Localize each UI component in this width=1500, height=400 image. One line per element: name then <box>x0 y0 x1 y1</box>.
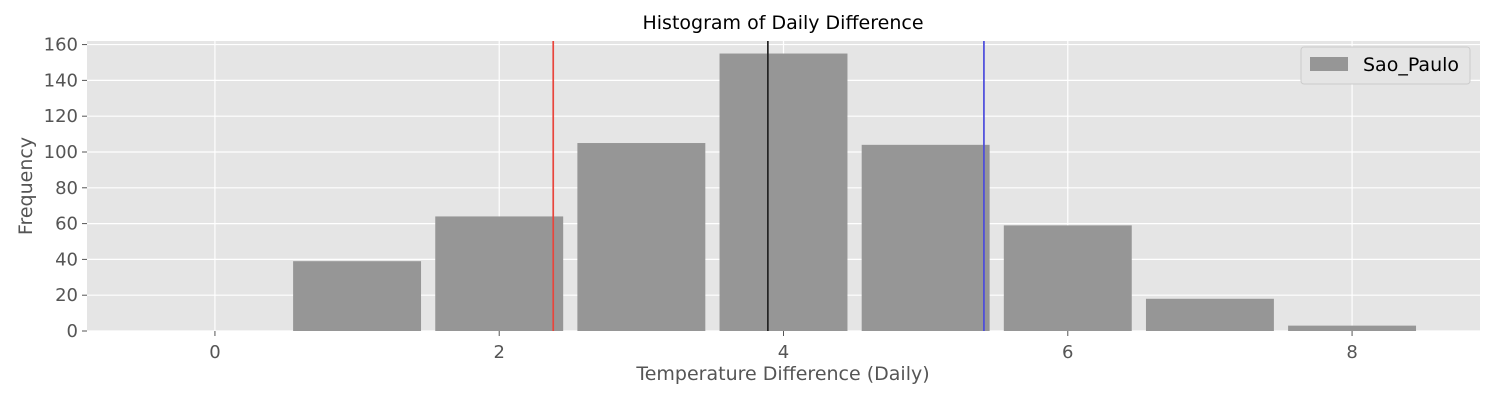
x-axis-label: Temperature Difference (Daily) <box>635 363 929 385</box>
x-tick-label: 2 <box>493 342 504 363</box>
histogram-bar <box>1145 298 1274 331</box>
legend-label: Sao_Paulo <box>1363 54 1459 76</box>
x-tick-label: 4 <box>778 342 789 363</box>
legend-swatch <box>1310 57 1348 71</box>
histogram-bar <box>719 53 848 332</box>
x-tick-label: 0 <box>209 342 220 363</box>
x-tick-label: 8 <box>1346 342 1357 363</box>
histogram-bar <box>861 144 990 331</box>
y-tick-label: 40 <box>55 249 78 270</box>
x-tick-label: 6 <box>1062 342 1073 363</box>
x-tick-layer: 0 2 4 6 8 <box>209 331 1358 363</box>
y-tick-label: 0 <box>67 321 78 342</box>
histogram-bar <box>435 216 564 331</box>
y-tick-label: 100 <box>44 142 78 163</box>
y-tick-label: 20 <box>55 285 78 306</box>
y-tick-label: 60 <box>55 214 78 235</box>
y-tick-label: 120 <box>44 106 78 127</box>
bar-layer <box>293 53 1417 332</box>
y-tick-label: 140 <box>44 70 78 91</box>
y-axis-label: Frequency <box>15 137 37 235</box>
vertical-line-layer <box>552 41 985 331</box>
histogram-bar <box>1288 325 1417 331</box>
legend-box <box>1300 46 1471 85</box>
histogram-bar <box>293 261 422 331</box>
legend: Sao_Paulo <box>1300 46 1471 85</box>
y-tick-label: 160 <box>44 35 78 56</box>
histogram-bar <box>577 143 706 331</box>
y-tick-layer: 0 20 40 60 80 100 120 140 160 <box>44 35 87 342</box>
histogram-bar <box>1003 225 1132 331</box>
y-tick-label: 80 <box>55 178 78 199</box>
chart-title: Histogram of Daily Difference <box>642 12 923 34</box>
